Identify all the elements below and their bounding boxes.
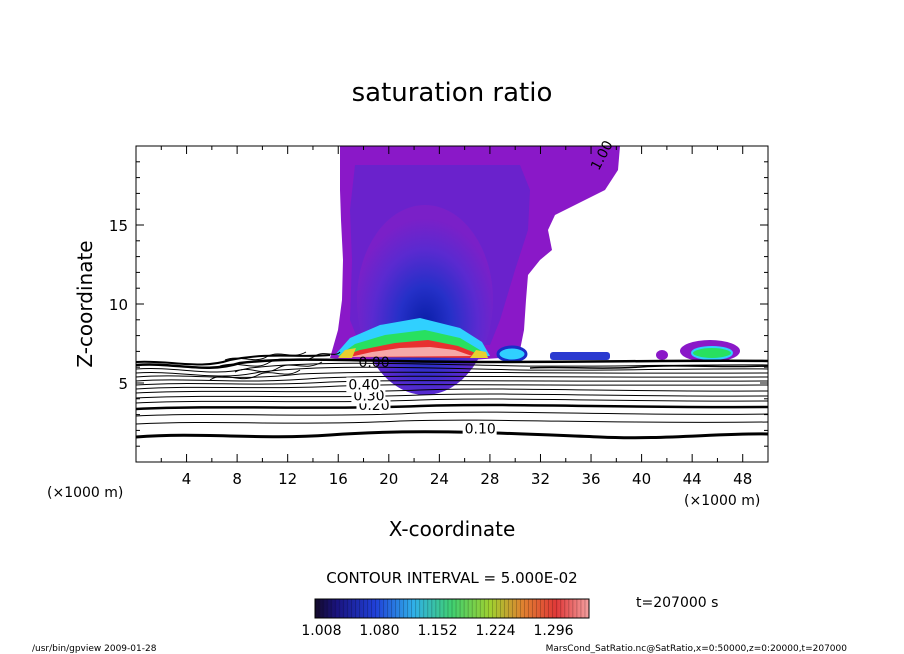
cloud-base-yellow — [338, 348, 488, 358]
x-axis-label: X-coordinate — [389, 517, 516, 541]
x-tick-label: 44 — [683, 470, 702, 488]
contour-label: 0.00 — [358, 355, 389, 371]
x-tick-label: 8 — [232, 470, 242, 488]
patch-41km — [656, 350, 668, 360]
x-tick-label: 36 — [581, 470, 600, 488]
x-tick-label: 24 — [430, 470, 449, 488]
contour-label-bg — [346, 377, 381, 393]
patch-46km-inner — [691, 346, 733, 360]
colorbar-tick-label: 1.296 — [533, 623, 573, 639]
colorbar-ticks: 1.008 1.080 1.152 1.224 1.296 — [301, 623, 573, 639]
z-tick-label: 10 — [109, 296, 128, 314]
contour-interval: CONTOUR INTERVAL = 5.000E-02 — [326, 569, 577, 587]
z-tick-label: 5 — [118, 375, 128, 393]
patch-30km — [496, 345, 528, 363]
z-axis-label: Z-coordinate — [73, 240, 97, 367]
chart-title: saturation ratio — [352, 78, 553, 108]
x-unit-right: (×1000 m) — [684, 493, 760, 509]
x-unit-left: (×1000 m) — [47, 485, 123, 501]
footer-left: /usr/bin/gpview 2009-01-28 — [32, 644, 157, 654]
x-tick-label: 20 — [379, 470, 398, 488]
x-tick-label: 48 — [733, 470, 752, 488]
x-tick-label: 4 — [182, 470, 192, 488]
colorbar-segments — [318, 599, 586, 618]
contour-label-bg — [462, 421, 497, 437]
colorbar-tick-label: 1.224 — [475, 623, 515, 639]
contour-labels: 0.100.200.300.401.000.00 — [346, 138, 617, 438]
contour-label: 0.10 — [465, 422, 496, 438]
x-tick-label: 40 — [632, 470, 651, 488]
z-tick-label: 15 — [109, 217, 128, 235]
x-tick-label: 16 — [329, 470, 348, 488]
footer-right: MarsCond_SatRatio.nc@SatRatio,x=0:50000,… — [546, 644, 848, 654]
colorbar-tick-label: 1.152 — [417, 623, 457, 639]
x-axis-ticks: 4 8 12 16 20 24 28 32 36 40 44 48 — [160, 146, 752, 488]
x-tick-label: 12 — [278, 470, 297, 488]
time-label: t=207000 s — [636, 595, 718, 611]
cloud-base-hot — [350, 347, 472, 357]
plot-area — [136, 146, 768, 462]
z-axis-ticks: 5 10 15 — [109, 161, 768, 447]
colorbar-tick-label: 1.008 — [301, 623, 341, 639]
x-tick-label: 28 — [480, 470, 499, 488]
colorbar — [314, 598, 590, 619]
contour-label: 0.30 — [353, 388, 384, 404]
patch-36km — [550, 352, 610, 360]
x-tick-label: 32 — [531, 470, 550, 488]
colorbar-tick-label: 1.080 — [359, 623, 399, 639]
contour-label: 0.40 — [348, 377, 379, 393]
